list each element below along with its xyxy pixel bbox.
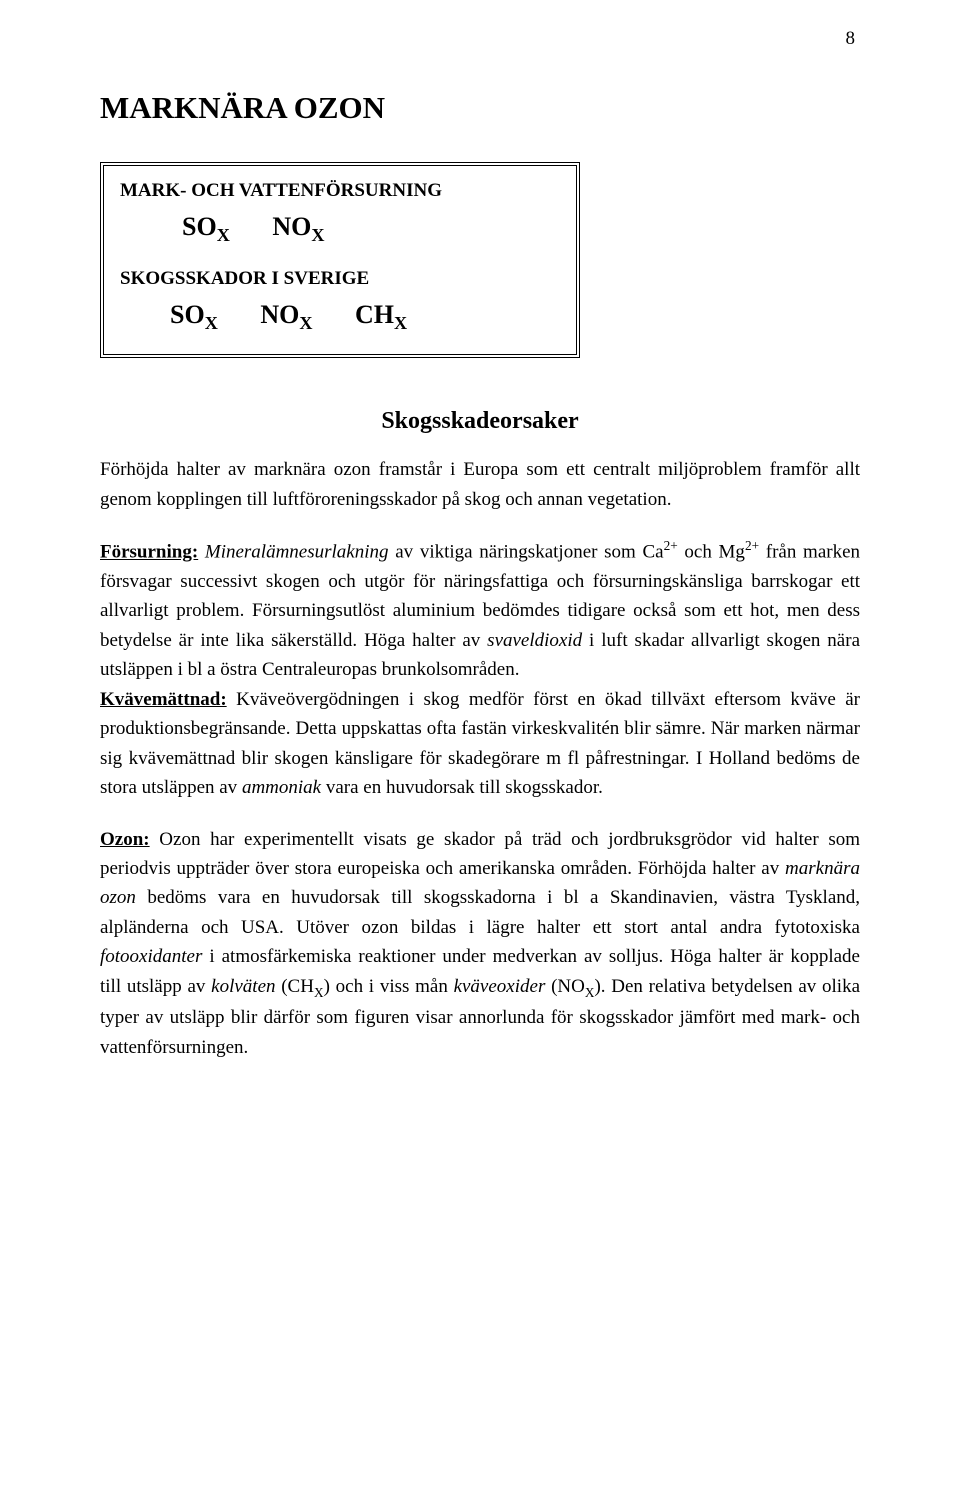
- p4-t8: ) och i viss mån: [324, 976, 454, 997]
- chem-sox: SOX: [182, 212, 230, 246]
- chem-no-sub-2: X: [299, 313, 312, 333]
- p4-t7: (CH: [276, 976, 314, 997]
- chem-nox: NOX: [272, 212, 324, 246]
- p2-t1: [198, 542, 205, 563]
- chem-nox-2: NOX: [260, 300, 312, 334]
- page-title: MARKNÄRA OZON: [100, 90, 860, 126]
- chem-no-base-2: NO: [260, 300, 299, 329]
- chem-chx: CHX: [355, 300, 407, 334]
- page-number: 8: [846, 28, 856, 50]
- p2-t2: Mineralämnesurlakning: [205, 542, 389, 563]
- section-heading: Skogsskadeorsaker: [100, 408, 860, 435]
- p2-sup1: 2+: [664, 538, 678, 553]
- chem-ch-base: CH: [355, 300, 394, 329]
- p2-sup2: 2+: [745, 538, 759, 553]
- chem-so-sub-2: X: [205, 313, 218, 333]
- chem-no-sub: X: [311, 225, 324, 245]
- p3-t3: vara en huvudorsak till skogsskador.: [321, 777, 603, 798]
- p4-t4: fotooxidanter: [100, 946, 202, 967]
- p2-t6: svaveldioxid: [487, 630, 582, 651]
- chem-row-2: SOX NOX CHX: [170, 300, 560, 334]
- p4-t6: kolväten: [211, 976, 275, 997]
- p4-sub1: X: [314, 985, 324, 1000]
- document-page: 8 MARKNÄRA OZON MARK- OCH VATTENFÖRSURNI…: [0, 0, 960, 1507]
- p4-t9: kväveoxider: [454, 976, 546, 997]
- box-heading-2: SKOGSSKADOR I SVERIGE: [120, 268, 560, 290]
- p4-label: Ozon:: [100, 829, 150, 850]
- p4-t3: bedöms vara en huvudorsak till skogsskad…: [100, 887, 860, 937]
- chem-row-1: SOX NOX: [182, 212, 560, 246]
- paragraph-4: Ozon: Ozon har experimentellt visats ge …: [100, 825, 860, 1062]
- p4-t1: Ozon har experimentellt visats ge skador…: [100, 829, 860, 879]
- p2-label: Försurning:: [100, 542, 198, 563]
- chem-so-sub: X: [217, 225, 230, 245]
- chem-so-base: SO: [182, 212, 217, 241]
- summary-box: MARK- OCH VATTENFÖRSURNING SOX NOX SKOGS…: [100, 162, 580, 358]
- p4-t10: (NO: [545, 976, 585, 997]
- p2-t4: och Mg: [678, 542, 745, 563]
- box-heading-1: MARK- OCH VATTENFÖRSURNING: [120, 180, 560, 202]
- chem-so-base-2: SO: [170, 300, 205, 329]
- chem-sox-2: SOX: [170, 300, 218, 334]
- paragraph-1: Förhöjda halter av marknära ozon framstå…: [100, 455, 860, 514]
- p3-t2: ammoniak: [242, 777, 321, 798]
- p2-t3: av viktiga näringskatjoner som Ca: [389, 542, 664, 563]
- chem-ch-sub: X: [394, 313, 407, 333]
- p3-label: Kvävemättnad:: [100, 689, 227, 710]
- paragraph-2: Försurning: Mineralämnesurlakning av vik…: [100, 536, 860, 802]
- chem-no-base: NO: [272, 212, 311, 241]
